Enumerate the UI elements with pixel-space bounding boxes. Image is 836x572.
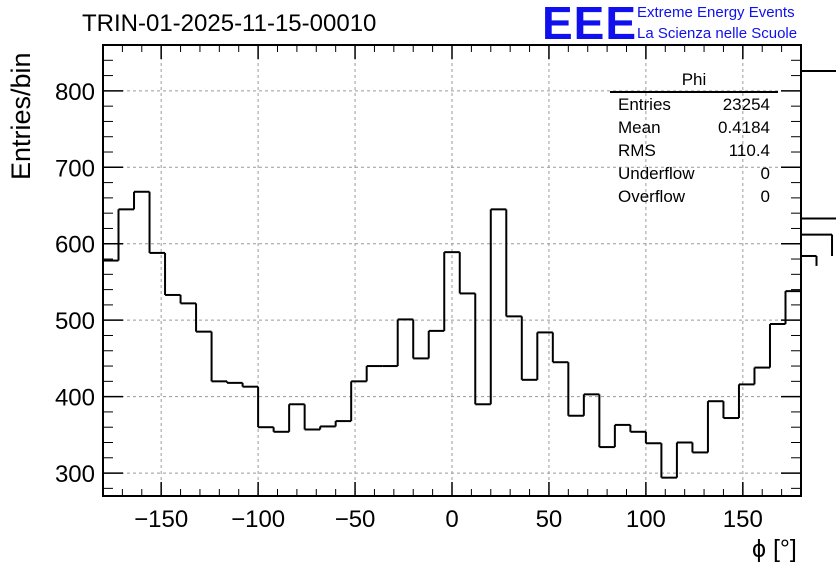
stats-row-underflow: Underflow 0 <box>610 162 778 185</box>
stats-value: 0 <box>760 187 770 206</box>
x-tick-label: 0 <box>445 506 458 533</box>
x-tick-label: −50 <box>335 506 376 533</box>
stats-value: 23254 <box>722 95 770 114</box>
tick-labels: −150 −100 −50 0 50 100 150 300 400 500 600 700 800 <box>55 79 763 533</box>
eee-logo: EEE <box>542 0 638 49</box>
eee-tagline-1: Extreme Energy Events <box>637 4 795 21</box>
grid-lines <box>103 45 801 496</box>
stats-value: 110.4 <box>728 141 770 160</box>
x-tick-label: 100 <box>626 506 666 533</box>
x-tick-label: −150 <box>134 506 188 533</box>
stats-label: Underflow <box>618 164 695 183</box>
stats-label: Mean <box>618 118 661 137</box>
stats-value: 0.4184 <box>718 118 770 137</box>
x-tick-label: 50 <box>536 506 563 533</box>
stats-row-entries: Entries 23254 <box>610 93 778 116</box>
y-axis-label: Entries/bin <box>6 52 36 180</box>
y-tick-label: 600 <box>55 232 95 259</box>
stats-value: 0 <box>760 164 770 183</box>
stats-label: Entries <box>618 95 671 114</box>
stats-row-overflow: Overflow 0 <box>610 185 778 208</box>
stats-label: RMS <box>618 141 656 160</box>
stats-label: Overflow <box>618 187 686 206</box>
y-tick-label: 800 <box>55 79 95 106</box>
x-tick-label: −100 <box>231 506 285 533</box>
eee-tagline-2: La Scienza nelle Scuole <box>637 25 798 42</box>
stats-row-mean: Mean 0.4184 <box>610 116 778 139</box>
plot-frame <box>102 44 802 497</box>
stats-title: Phi <box>610 70 778 93</box>
stats-box: Phi Entries 23254 Mean 0.4184 RMS 110.4 … <box>610 70 778 208</box>
y-tick-label: 300 <box>55 461 95 488</box>
run-title: TRIN-01-2025-11-15-00010 <box>82 10 377 37</box>
y-tick-label: 500 <box>55 308 95 335</box>
stats-row-rms: RMS 110.4 <box>610 139 778 162</box>
x-axis-label: ϕ [°] <box>752 535 797 563</box>
histogram-bins <box>102 69 836 496</box>
y-tick-label: 700 <box>55 155 95 182</box>
y-tick-label: 400 <box>55 385 95 412</box>
x-tick-label: 150 <box>723 506 763 533</box>
